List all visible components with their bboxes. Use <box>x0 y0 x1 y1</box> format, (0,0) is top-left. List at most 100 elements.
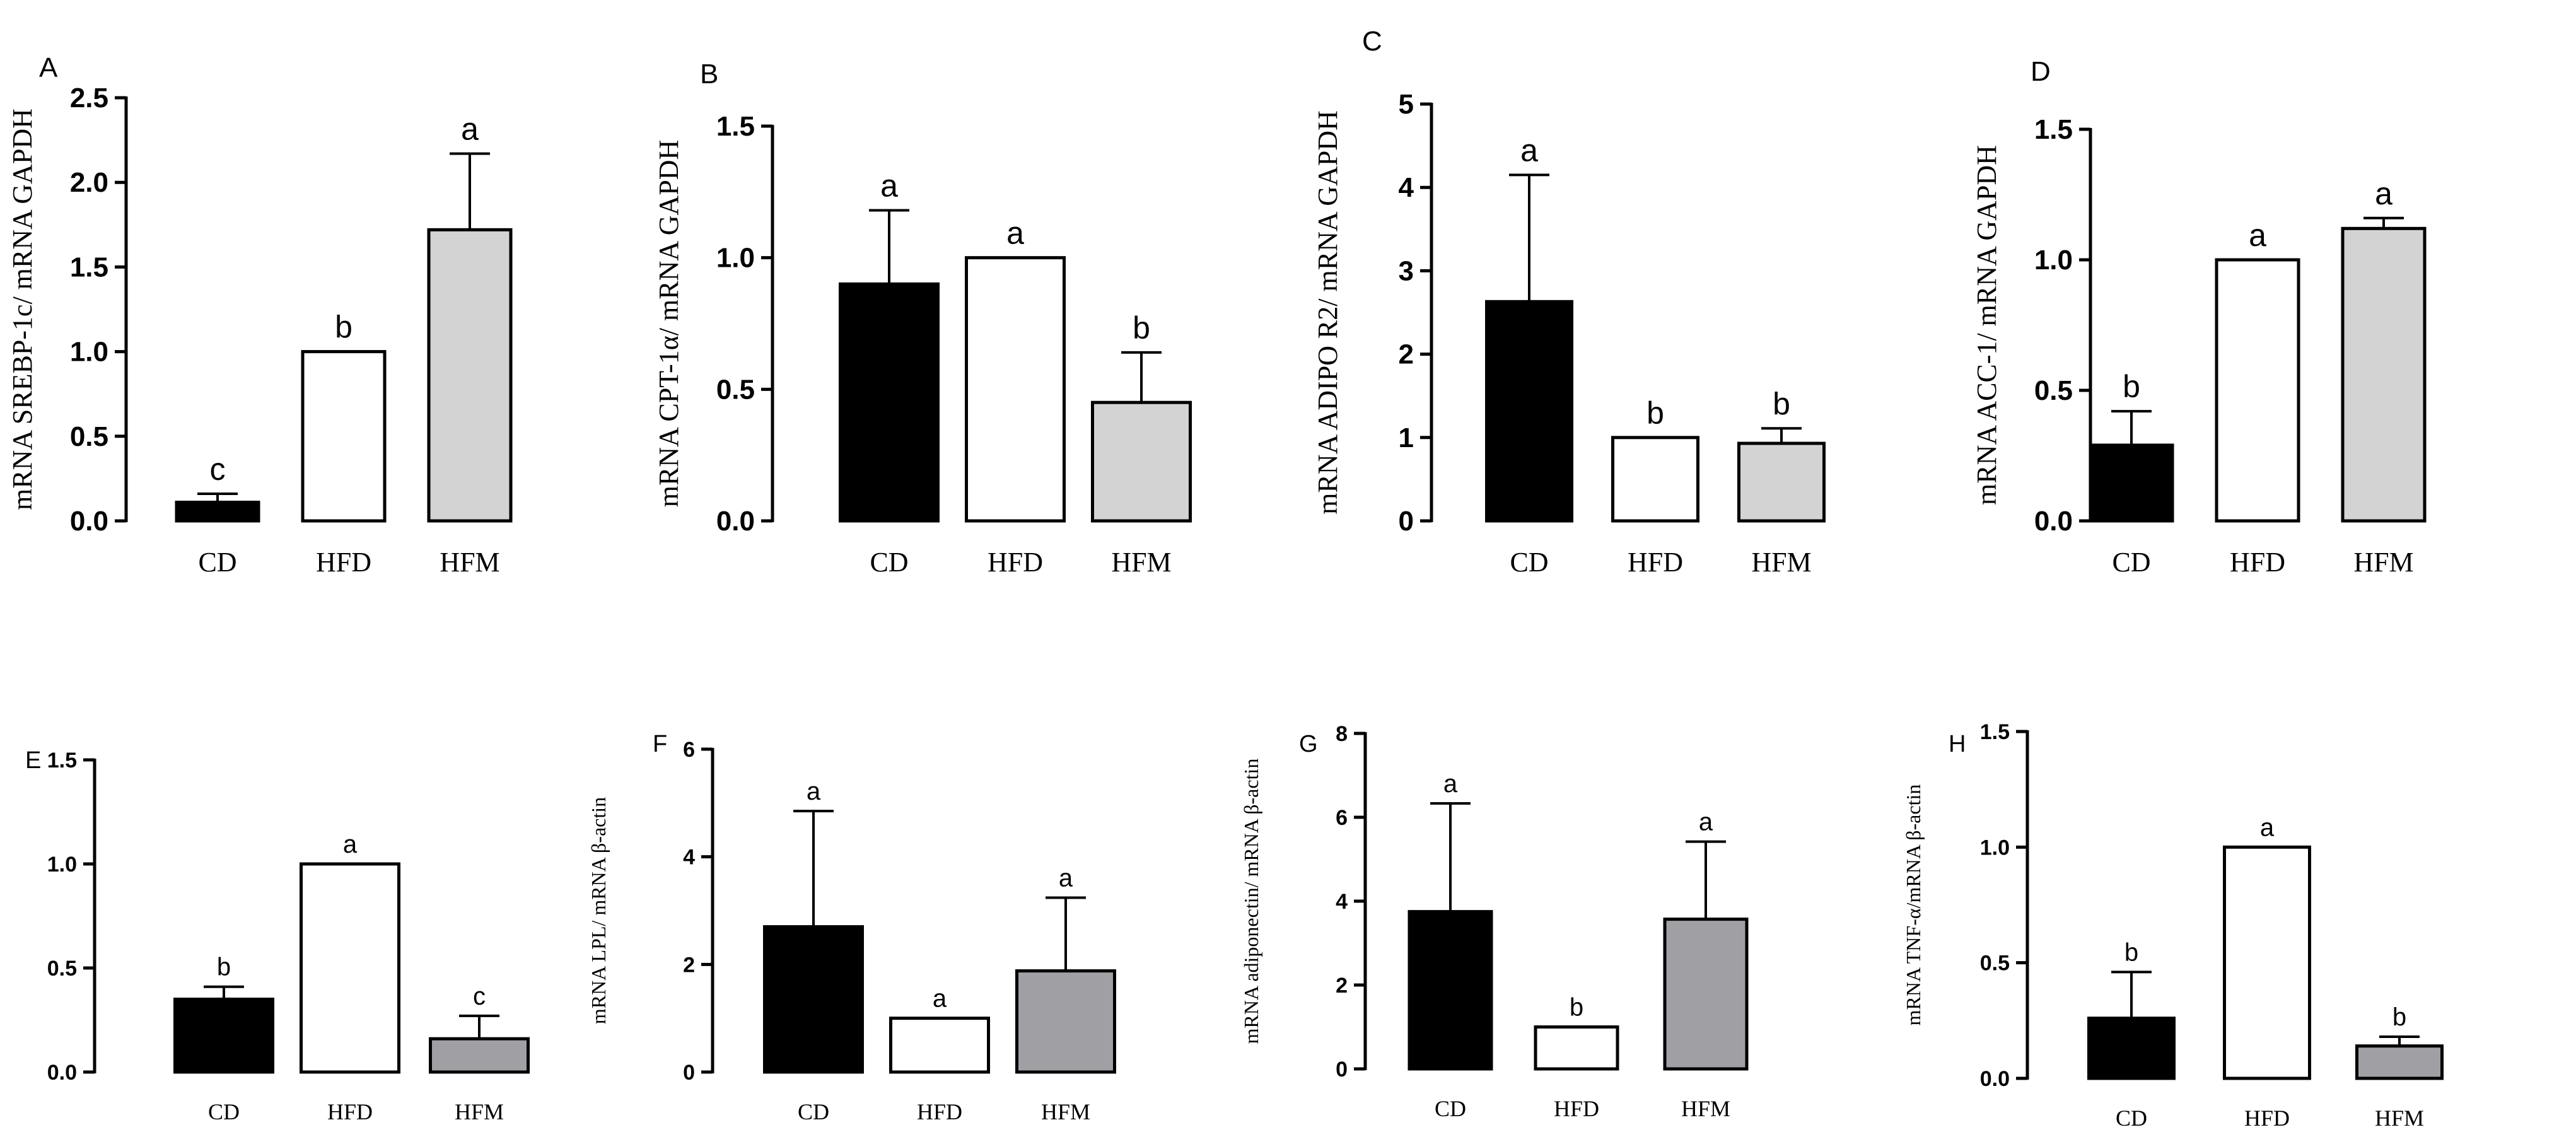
significance-letter: b <box>217 953 231 981</box>
x-tick-label: CD <box>870 547 908 578</box>
x-tick-label: CD <box>2112 547 2150 578</box>
bar-hfm <box>427 228 513 523</box>
panel-label: F <box>653 731 667 757</box>
chart-panel-H: H 0.0 0.5 1.0 1.5 mRNA TNF-α/mRNA β-actin b CD a… <box>1902 720 2444 1131</box>
y-tick-label: 4 <box>683 846 695 870</box>
x-tick-label: HFD <box>917 1099 962 1124</box>
x-tick-label: CD <box>1510 547 1548 578</box>
y-tick-label: 3 <box>1399 255 1414 286</box>
y-tick-label: 0.5 <box>716 374 755 405</box>
panel-label: D <box>2031 56 2051 87</box>
bar-cd <box>1407 910 1493 1071</box>
y-tick-label: 1.0 <box>716 243 755 274</box>
y-tick-label: 2.0 <box>70 167 108 198</box>
x-tick-label: CD <box>1435 1096 1466 1121</box>
x-tick-label: HFD <box>988 547 1043 578</box>
bar-cd <box>2089 443 2174 523</box>
y-tick-label: 0.0 <box>1980 1067 2010 1091</box>
y-tick-label: 0.5 <box>1980 952 2010 976</box>
y-axis-title: mRNA LPL/ mRNA β-actin <box>587 797 610 1024</box>
x-tick-label: HFD <box>1628 547 1683 578</box>
chart-panel-G: G 0 2 4 6 8 mRNA adiponectin/ mRNA β-actin a CD b… <box>1240 722 1749 1121</box>
y-tick-label: 2.5 <box>70 83 108 114</box>
y-tick-label: 0 <box>1399 506 1414 537</box>
y-axis-title: mRNA adiponectin/ mRNA β-actin <box>1240 759 1262 1044</box>
panel-label: C <box>1362 26 1382 57</box>
x-tick-label: HFM <box>1751 547 1811 578</box>
y-tick-label: 1.5 <box>70 252 108 283</box>
bar-hfm <box>1015 969 1116 1074</box>
bar-hfd <box>1611 436 1699 523</box>
x-tick-label: HFM <box>455 1099 504 1124</box>
y-axis-title: mRNA ADIPO R2/ mRNA GAPDH <box>1312 110 1343 515</box>
significance-letter: b <box>1570 994 1583 1022</box>
y-axis-title: mRNA TNF-α/mRNA β-actin <box>1902 784 1925 1026</box>
x-tick-label: HFD <box>327 1099 373 1124</box>
bar-cd <box>1485 300 1573 523</box>
x-tick-label: HFD <box>1554 1096 1599 1121</box>
bar-cd <box>839 282 940 523</box>
chart-panel-D: D 0.0 0.5 1.0 1.5 mRNA ACC-1/ mRNA GAPDH b CD a H… <box>1971 56 2427 578</box>
y-tick-label: 0.5 <box>2034 375 2073 406</box>
x-tick-label: HFM <box>1041 1099 1090 1124</box>
y-tick-label: 2 <box>683 953 695 977</box>
y-tick-label: 5 <box>1399 89 1414 120</box>
x-tick-label: HFD <box>2230 547 2285 578</box>
bar-cd <box>763 925 864 1074</box>
y-axis-title: mRNA ACC-1/ mRNA GAPDH <box>1971 145 2002 505</box>
bar-hfd <box>300 862 400 1074</box>
y-tick-label: 1.5 <box>2034 114 2073 145</box>
significance-letter: b <box>1773 386 1790 421</box>
y-tick-label: 2 <box>1399 339 1414 370</box>
bar-hfm <box>1663 918 1749 1071</box>
bar-cd <box>173 998 274 1074</box>
y-tick-label: 0.0 <box>716 506 755 537</box>
significance-letter: b <box>2123 369 2140 404</box>
bar-hfm <box>1737 441 1826 523</box>
y-tick-label: 2 <box>1336 974 1348 998</box>
y-tick-label: 0.5 <box>70 421 108 452</box>
significance-letter: a <box>933 985 947 1013</box>
significance-letter: c <box>210 452 226 487</box>
significance-letter: b <box>2392 1003 2406 1031</box>
x-tick-label: CD <box>198 547 236 578</box>
significance-letter: a <box>2249 218 2266 253</box>
bar-cd <box>2087 1017 2176 1080</box>
significance-letter: c <box>473 982 486 1010</box>
y-tick-label: 0.0 <box>2034 506 2073 537</box>
chart-panel-F: F 0 2 4 6 mRNA LPL/ mRNA β-actin a CD a HFD a HFM <box>587 731 1116 1124</box>
bar-hfd <box>301 350 387 523</box>
y-tick-label: 1.0 <box>70 337 108 368</box>
y-tick-label: 1.0 <box>47 853 77 877</box>
significance-letter: a <box>2260 813 2275 841</box>
chart-panel-A: A 0.0 0.5 1.0 1.5 2.0 2.5 mRNA SREBP-1c/ mRNA G… <box>7 52 513 578</box>
y-tick-label: 1.5 <box>716 111 755 142</box>
significance-letter: b <box>1646 395 1664 431</box>
significance-letter: b <box>335 310 353 345</box>
bar-hfm <box>2341 226 2427 523</box>
significance-letter: a <box>880 168 898 204</box>
bar-hfd <box>1534 1025 1619 1071</box>
y-tick-label: 0 <box>683 1061 695 1085</box>
x-tick-label: CD <box>798 1099 829 1124</box>
x-tick-label: HFD <box>316 547 371 578</box>
x-tick-label: HFD <box>2244 1105 2290 1131</box>
y-tick-label: 1.0 <box>2034 245 2073 276</box>
y-tick-label: 1.0 <box>1980 836 2010 860</box>
bar-hfm <box>2355 1044 2444 1080</box>
y-tick-label: 0.0 <box>70 506 108 537</box>
x-tick-label: CD <box>208 1099 240 1124</box>
y-tick-label: 0.0 <box>47 1061 77 1085</box>
y-tick-label: 4 <box>1399 172 1414 203</box>
significance-letter: a <box>1520 132 1538 168</box>
y-tick-label: 1.5 <box>47 749 77 773</box>
y-axis-title: mRNA SREBP-1c/ mRNA GAPDH <box>7 108 38 510</box>
chart-panel-B: B 0.0 0.5 1.0 1.5 mRNA CPT-1α/ mRNA GAPDH a CD a… <box>653 59 1192 578</box>
significance-letter: b <box>1133 310 1150 346</box>
bar-hfd <box>2223 845 2311 1080</box>
significance-letter: a <box>343 831 358 858</box>
significance-letter: a <box>2375 176 2392 211</box>
y-tick-label: 6 <box>683 738 695 762</box>
